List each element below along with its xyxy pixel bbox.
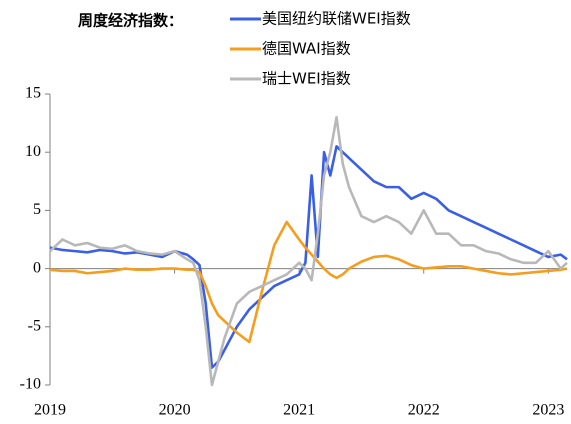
y-tick-label: 5 [33, 201, 41, 218]
x-tick-label: 2020 [159, 402, 191, 419]
x-tick-label: 2023 [532, 402, 564, 419]
y-tick-label: -10 [20, 376, 41, 393]
x-tick-label: 2021 [283, 402, 315, 419]
y-tick-label: 15 [25, 85, 41, 102]
plot-area: -10 -5 0 5 10 15 2019 2020 2021 2022 2023 [20, 85, 568, 419]
series-line [49, 220, 568, 344]
y-tick-label: 10 [25, 143, 41, 160]
legend-label: 美国纽约联储WEI指数 [262, 10, 411, 28]
chart-title: 周度经济指数： [78, 12, 183, 30]
y-tick-label: -5 [28, 317, 41, 334]
series-line [49, 115, 568, 387]
x-tick-label: 2019 [34, 402, 66, 419]
legend-label: 瑞士WEI指数 [262, 70, 351, 88]
x-tick-label: 2022 [408, 402, 440, 419]
series-line [49, 145, 568, 369]
legend-label: 德国WAI指数 [262, 40, 351, 58]
y-tick-label: 0 [33, 259, 41, 276]
